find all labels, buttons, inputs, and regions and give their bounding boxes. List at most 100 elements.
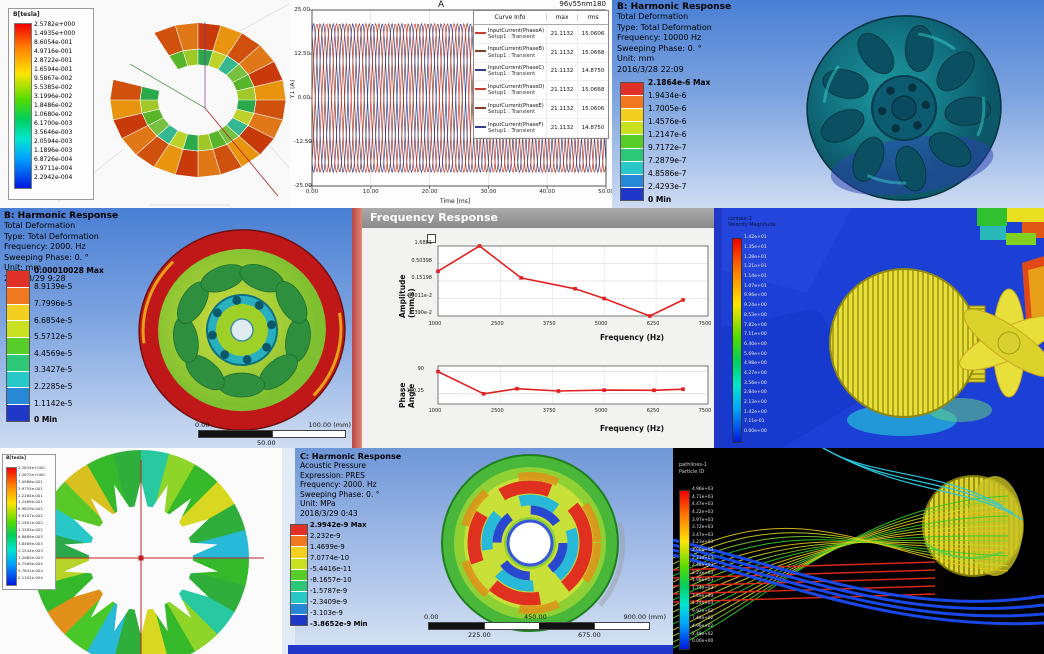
ruler-segment	[539, 623, 594, 629]
curve-name: InputCurrent(PhaseF)	[488, 121, 544, 128]
tick-label: 7500	[698, 321, 712, 327]
curve-rms: 14.8750	[577, 118, 608, 137]
legend-line-sample	[475, 88, 486, 91]
tick-label: 0.00	[305, 189, 319, 195]
scale-ruler: 0.00 450.00 900.00 (mm) 225.00 675.00	[420, 613, 666, 639]
tick-label: 1000	[428, 408, 442, 414]
window-titlebar[interactable]: Frequency Response	[362, 208, 714, 228]
phase-chart	[436, 365, 709, 405]
legend-value: 3.3427e-5	[34, 365, 73, 375]
analysis-info: Total Deformation Type: Total Deformation…	[617, 12, 731, 75]
harmonic-10000-panel: B: Harmonic Response Total Deformation Ty…	[612, 0, 1044, 208]
legend-value: 7.0986e-001	[18, 478, 43, 484]
pathlines-legend-title: pathlines-1 Particle ID	[679, 462, 707, 475]
color-segment	[7, 321, 29, 338]
legend-value: 3.47e+03	[692, 532, 714, 538]
legend-value: 1.0680e-002	[34, 111, 73, 118]
analysis-info-line: Acoustic Pressure	[300, 461, 366, 470]
legend-value: 2.1192e-004	[18, 575, 43, 581]
color-segment	[621, 161, 643, 174]
result-colorbar	[620, 82, 644, 201]
legend-value: 4.8586e-7	[648, 169, 687, 178]
curve-max: 21.1132	[546, 43, 577, 62]
tick-label: 30.00	[480, 189, 497, 195]
legend-value: 1.98e+03	[692, 578, 714, 584]
legend-value: 1.42e+01	[744, 235, 767, 241]
color-segment	[7, 405, 29, 422]
legend-value: 5.69e+00	[744, 351, 767, 357]
curve-legend-rows: InputCurrent(PhaseA) Setup1 : Transient 21…	[474, 25, 608, 138]
ruler-label: 0.00	[424, 613, 439, 621]
legend-curve-cell: InputCurrent(PhaseB) Setup1 : Transient	[474, 46, 546, 59]
legend-value: 2.8722e-001	[34, 57, 73, 64]
cfd-legend-title-line2: Velocity Magnitude	[728, 222, 776, 228]
legend-value: 1.2675e+000	[18, 471, 45, 477]
analysis-info-line: 2016/3/28 22:09	[617, 64, 684, 74]
legend-value: 5.5385e-002	[34, 84, 73, 91]
legend-value: 2.1901e-002	[18, 520, 43, 526]
legend-value: 2.2942e-004	[34, 174, 73, 181]
field-legend-box: B[tesla] 2.2634e+000 1.2675e+000 7.0986e-0…	[2, 454, 56, 590]
tick-label: 20.00	[421, 189, 438, 195]
color-segment	[291, 525, 307, 536]
legend-row: InputCurrent(PhaseD) Setup1 : Transient 21…	[474, 81, 608, 101]
ruler-label: 900.00 (mm)	[623, 613, 666, 621]
legend-value: 4.98e+00	[744, 361, 767, 367]
curve-name: InputCurrent(PhaseE)	[488, 102, 544, 109]
tick-label: 2500	[490, 408, 504, 414]
curve-max: 21.1132	[546, 81, 577, 100]
legend-value: 1.2147e-6	[648, 130, 687, 139]
legend-value: 7.0774e-10	[310, 553, 350, 562]
legend-value: 9.7172e-7	[648, 143, 687, 152]
legend-value: 3.1996e-002	[34, 93, 73, 100]
legend-row: InputCurrent(PhaseA) Setup1 : Transient 21…	[474, 25, 608, 44]
legend-value: -5.4416e-11	[310, 564, 352, 573]
legend-value: -1.5787e-9	[310, 587, 348, 596]
ruler-label: 450.00	[524, 613, 547, 621]
legend-row: InputCurrent(PhaseC) Setup1 : Transient 21…	[474, 62, 608, 82]
curve-max: 21.1132	[546, 100, 577, 118]
contour-patch	[977, 208, 1007, 226]
ruler-segment	[199, 431, 272, 437]
tick-label: 7500	[698, 408, 712, 414]
legend-value: 4.4569e-5	[34, 348, 73, 358]
curve-setup: Setup1 : Transient	[488, 52, 536, 59]
legend-value: 1.74e+03	[692, 586, 714, 592]
color-segment	[621, 148, 643, 161]
tick-label: 2500	[490, 321, 504, 327]
analysis-title: B: Harmonic Response	[617, 2, 732, 12]
legend-value: 0.00e+00	[744, 429, 767, 435]
legend-value: 4.27e+00	[744, 370, 767, 376]
analysis-info-line: Total Deformation	[4, 221, 76, 230]
legend-value: 1.2265e-002	[18, 526, 43, 532]
legend-line-sample	[475, 50, 486, 53]
color-segment	[621, 187, 643, 200]
ruler-segment	[429, 623, 484, 629]
legend-value: 3.5646e-003	[34, 129, 73, 136]
maxwell-torus-panel: B[tesla] 2.5782e+000 1.4935e+000 8.6054e-0…	[0, 0, 290, 208]
field-legend-title: B[tesla]	[13, 11, 40, 18]
gear	[829, 268, 979, 418]
legend-row: InputCurrent(PhaseB) Setup1 : Transient 21…	[474, 43, 608, 63]
legend-value: 7.11e+00	[744, 332, 767, 338]
legend-value: 9.24e+00	[744, 303, 767, 309]
legend-curve-cell: InputCurrent(PhaseE) Setup1 : Transient	[474, 103, 546, 115]
legend-value: 1.24e+03	[692, 601, 714, 607]
color-segment	[291, 569, 307, 581]
wheel-model-teal	[806, 15, 1002, 201]
legend-value: 6.8689e-003	[18, 533, 43, 539]
cfd-legend-title-line1: contour-2	[728, 216, 752, 222]
pathlines-colorbar	[679, 490, 690, 650]
analysis-info-line: Unit: mm	[617, 54, 655, 63]
left-red-strip	[352, 208, 362, 448]
legend-curve-cell: InputCurrent(PhaseC) Setup1 : Transient	[474, 65, 546, 77]
tick-label: 1.390e-2	[409, 310, 432, 316]
color-segment	[7, 354, 29, 371]
legend-value: 1.4576e-6	[648, 117, 687, 126]
cfd-contour-scene	[722, 208, 1044, 448]
plot-title: A	[438, 0, 445, 10]
ruler-segment	[483, 623, 539, 629]
legend-value: 7.2879e-7	[648, 156, 687, 165]
legend-value: 1.1896e-003	[34, 147, 73, 154]
analysis-title: B: Harmonic Response	[4, 211, 119, 221]
